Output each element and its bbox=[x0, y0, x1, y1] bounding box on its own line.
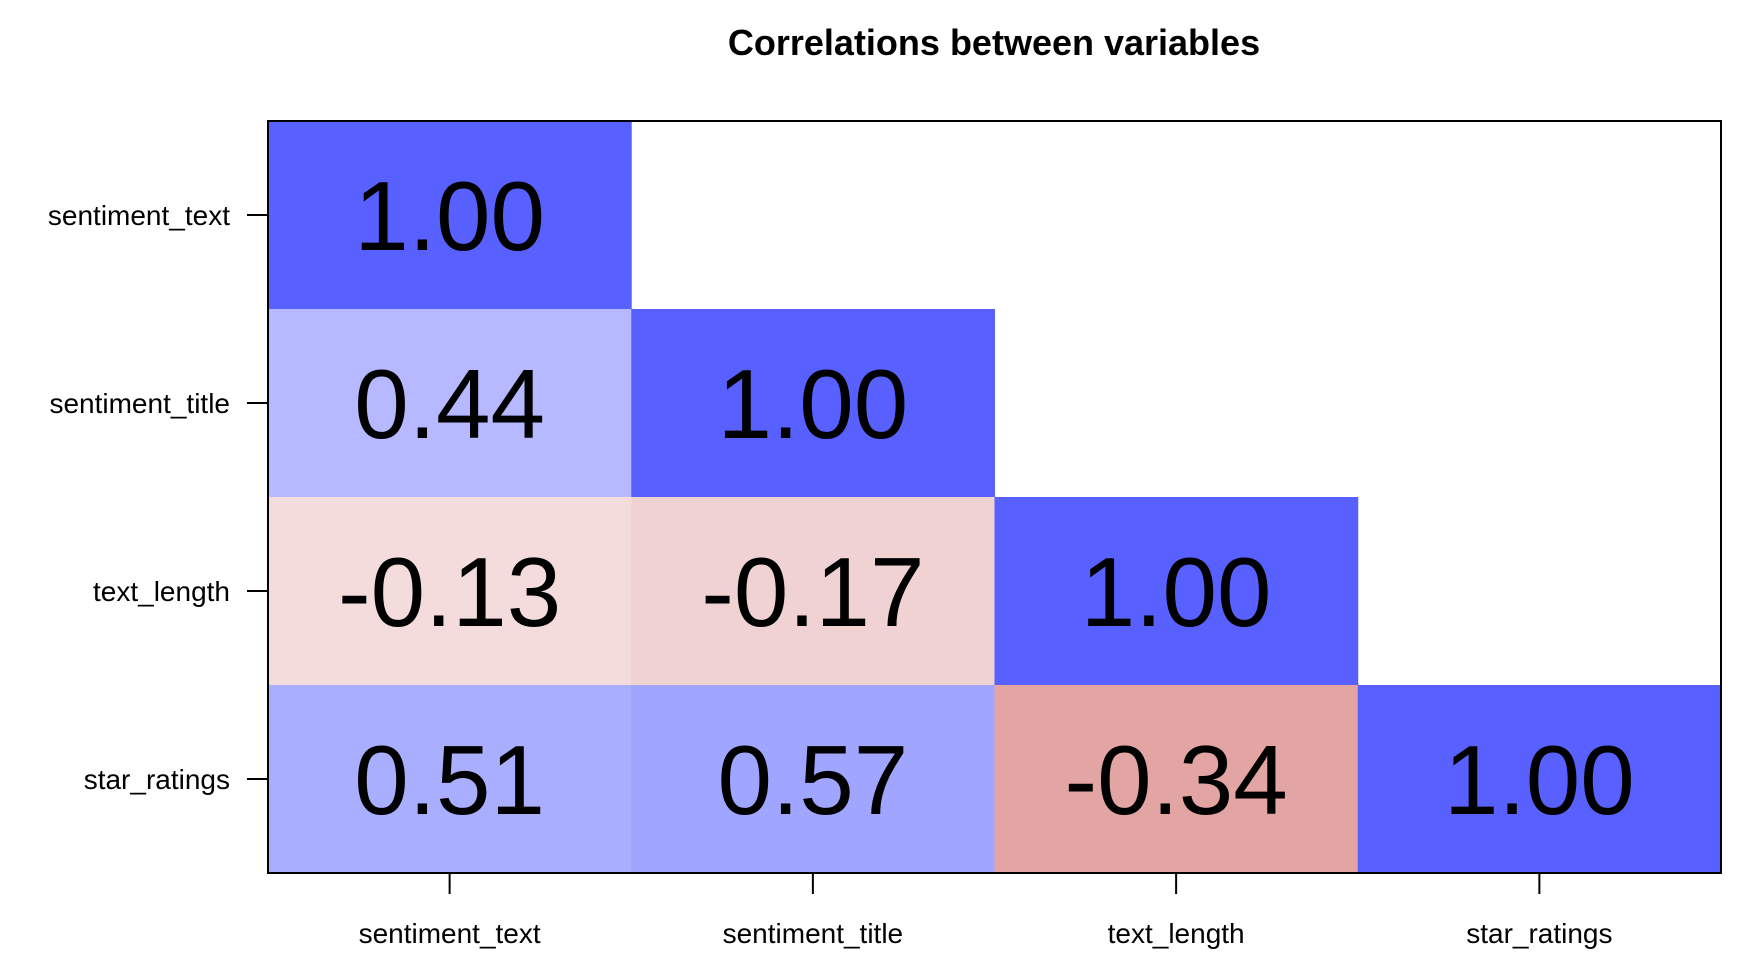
x-tick-label-sentiment-title: sentiment_title bbox=[723, 918, 904, 949]
y-tick-label-star-ratings: star_ratings bbox=[84, 764, 230, 795]
y-tick-label-sentiment-text: sentiment_text bbox=[48, 200, 230, 231]
chart-title: Correlations between variables bbox=[728, 22, 1260, 63]
y-tick-label-sentiment-title: sentiment_title bbox=[49, 388, 230, 419]
value-label-star-ratings-star-ratings: 1.00 bbox=[1444, 725, 1635, 835]
heatmap-cell-star-ratings-sentiment-title bbox=[631, 685, 995, 874]
value-label-star-ratings-sentiment-text: 0.51 bbox=[354, 725, 545, 835]
heatmap-cell-star-ratings-star-ratings bbox=[1357, 685, 1722, 874]
heatmap-cell-sentiment-title-sentiment-title bbox=[631, 309, 995, 498]
heatmap-cell-star-ratings-text-length bbox=[994, 685, 1359, 874]
heatmap-cell-text-length-sentiment-title bbox=[631, 497, 995, 686]
y-axis: sentiment_text sentiment_title text_length… bbox=[48, 200, 268, 795]
heatmap-value-labels: 1.00 0.44 1.00 -0.13 -0.17 1.00 0.51 0.57 -0.34 1… bbox=[338, 161, 1635, 835]
value-label-sentiment-title-sentiment-text: 0.44 bbox=[354, 349, 545, 459]
heatmap-cell-text-length-text-length bbox=[994, 497, 1359, 686]
plot-frame bbox=[267, 120, 1722, 874]
x-tick-label-sentiment-text: sentiment_text bbox=[359, 918, 541, 949]
value-label-sentiment-text-sentiment-text: 1.00 bbox=[354, 161, 545, 271]
heatmap-cell-star-ratings-sentiment-text bbox=[268, 685, 632, 874]
x-axis: sentiment_text sentiment_title text_length… bbox=[359, 873, 1613, 949]
heatmap-cell-sentiment-title-sentiment-text bbox=[268, 309, 632, 498]
value-label-text-length-sentiment-text: -0.13 bbox=[338, 537, 561, 647]
heatmap-cell-text-length-sentiment-text bbox=[268, 497, 632, 686]
value-label-sentiment-title-sentiment-title: 1.00 bbox=[718, 349, 909, 459]
value-label-text-length-text-length: 1.00 bbox=[1081, 537, 1272, 647]
value-label-text-length-sentiment-title: -0.17 bbox=[701, 537, 924, 647]
value-label-star-ratings-sentiment-title: 0.57 bbox=[718, 725, 909, 835]
heatmap-cells bbox=[268, 121, 1722, 874]
y-tick-label-text-length: text_length bbox=[93, 576, 230, 607]
x-tick-label-star-ratings: star_ratings bbox=[1466, 918, 1612, 949]
x-tick-label-text-length: text_length bbox=[1108, 918, 1245, 949]
value-label-star-ratings-text-length: -0.34 bbox=[1064, 725, 1287, 835]
heatmap-cell-sentiment-text-sentiment-text bbox=[268, 121, 632, 310]
